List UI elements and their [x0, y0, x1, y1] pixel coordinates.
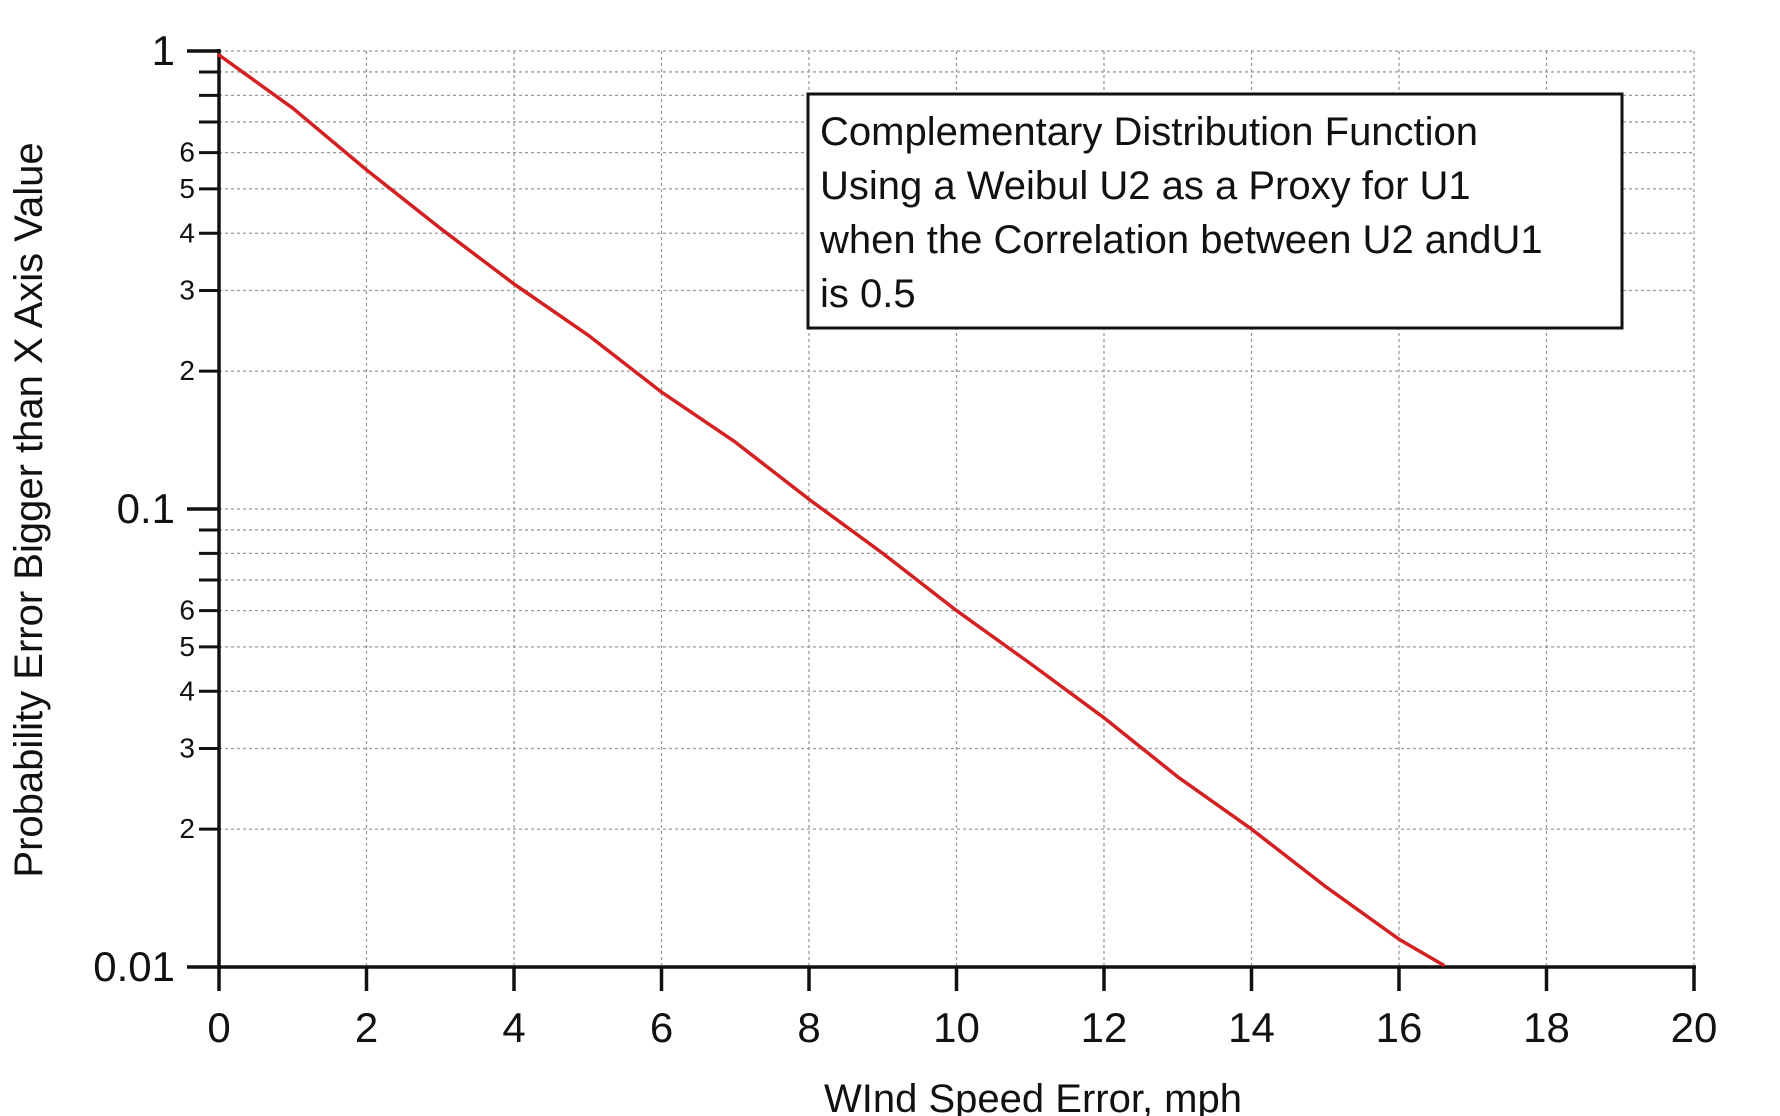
y-minor-tick-label: 2: [179, 355, 195, 386]
y-minor-tick-label: 6: [179, 137, 195, 168]
y-axis-title: Probability Error Bigger than X Axis Val…: [7, 142, 51, 877]
y-minor-tick-label: 3: [179, 732, 195, 763]
y-minor-tick-label: 2: [179, 813, 195, 844]
x-tick-label: 2: [355, 1004, 378, 1051]
annotation-line-4: is 0.5: [820, 272, 916, 316]
x-tick-label: 20: [1671, 1004, 1718, 1051]
y-major-tick-label: 1: [152, 27, 175, 74]
annotation-line-1: Complementary Distribution Function: [820, 110, 1478, 154]
annotation-border: [806, 92, 1624, 330]
data-series: [217, 53, 1446, 967]
annotation-line-3: when the Correlation between U2 andU1: [819, 218, 1543, 262]
series-line: [217, 53, 1446, 967]
annotation-line-2: Using a Weibul U2 as a Proxy for U1: [820, 164, 1471, 208]
axis-ticks: 0 2 4 6 8 10 12 14 16 18 20 1 0.1 0.01 6 5 4 3 2 6 5 4 3 2: [93, 27, 1717, 1051]
x-tick-label: 8: [797, 1004, 820, 1051]
y-minor-tick-label: 5: [179, 631, 195, 662]
y-major-tick-label: 0.1: [117, 485, 175, 532]
y-minor-tick-label: 4: [179, 217, 195, 248]
y-major-tick-label: 0.01: [93, 943, 175, 990]
x-tick-label: 18: [1523, 1004, 1570, 1051]
x-axis-title: WInd Speed Error, mph: [824, 1077, 1242, 1116]
x-tick-label: 14: [1228, 1004, 1275, 1051]
annotation-box: Complementary Distribution Function Usin…: [806, 92, 1624, 330]
x-tick-label: 16: [1376, 1004, 1423, 1051]
x-tick-label: 0: [207, 1004, 230, 1051]
x-tick-label: 4: [502, 1004, 525, 1051]
y-minor-tick-label: 6: [179, 595, 195, 626]
x-tick-label: 6: [650, 1004, 673, 1051]
x-tick-label: 10: [933, 1004, 980, 1051]
y-minor-tick-label: 5: [179, 173, 195, 204]
y-minor-tick-label: 3: [179, 274, 195, 305]
x-tick-label: 12: [1081, 1004, 1128, 1051]
y-minor-tick-label: 4: [179, 675, 195, 706]
